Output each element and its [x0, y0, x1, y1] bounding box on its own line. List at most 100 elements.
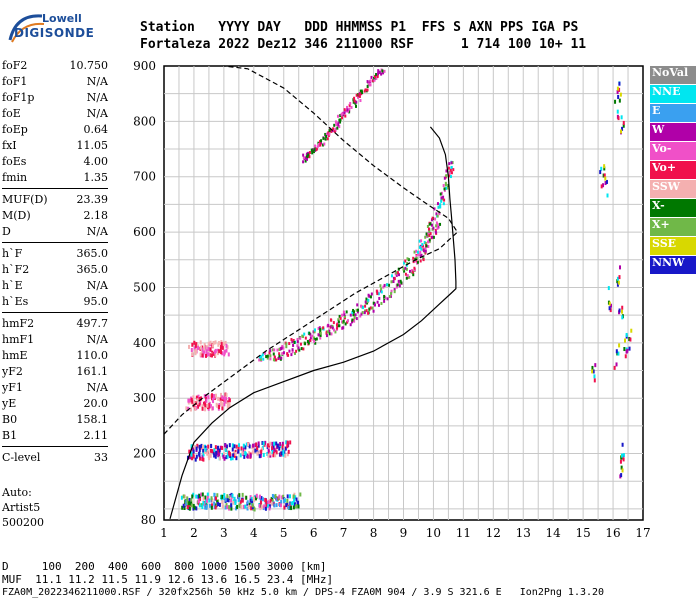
echo-point	[435, 212, 438, 216]
param-value: N/A	[86, 107, 108, 120]
echo-point	[200, 345, 203, 350]
echo-point	[407, 258, 410, 262]
echo-point	[213, 448, 216, 453]
echo-point	[269, 453, 272, 458]
echo-point	[211, 353, 214, 358]
echo-point	[210, 443, 213, 448]
echo-point	[383, 294, 386, 298]
legend-entry: Vo-	[650, 142, 696, 160]
noise-echo	[605, 179, 608, 184]
echo-point	[180, 495, 183, 500]
echo-point	[305, 152, 308, 156]
echo-point	[206, 403, 209, 408]
noise-echo	[599, 170, 602, 175]
echo-point	[216, 493, 219, 498]
echo-point	[313, 330, 316, 334]
echo-point	[417, 252, 420, 256]
noise-echo	[621, 453, 624, 458]
echo-point	[272, 445, 275, 450]
legend-entry: Vo+	[650, 161, 696, 179]
echo-point	[218, 402, 221, 407]
echo-point	[425, 244, 428, 248]
echo-point	[375, 73, 378, 77]
echo-point	[299, 342, 302, 346]
noise-echo	[620, 129, 623, 134]
echo-point	[424, 235, 427, 239]
echo-point	[294, 495, 297, 500]
echo-point	[369, 295, 372, 299]
model-profile-curve	[163, 65, 459, 435]
echo-point	[271, 441, 274, 446]
echo-point	[281, 495, 284, 500]
noise-echo	[628, 336, 631, 341]
echo-point	[204, 407, 207, 412]
legend-entry: NNW	[650, 256, 696, 274]
echo-point	[370, 75, 373, 79]
echo-point	[419, 250, 422, 254]
param-value: 497.7	[76, 317, 109, 330]
echo-point	[295, 497, 298, 502]
echo-point	[227, 352, 230, 357]
echo-point	[224, 443, 227, 448]
param-name: h`E	[2, 279, 23, 292]
param-group-critical-freq: foF2 10.750 foF1 N/A foF1p N/A foE N/A foEp 0.64 f…	[2, 58, 108, 186]
echo-point	[256, 451, 259, 456]
echo-point	[226, 405, 229, 410]
echo-point	[350, 105, 353, 109]
echo-point	[229, 495, 232, 500]
echo-point	[213, 395, 216, 400]
echo-point	[273, 355, 276, 359]
echo-point	[353, 319, 356, 323]
echo-point	[214, 445, 217, 450]
echo-point	[430, 218, 433, 222]
param-name: MUF(D)	[2, 193, 48, 206]
echo-point	[211, 449, 214, 454]
noise-echo	[600, 184, 603, 189]
noise-echo	[606, 193, 609, 198]
echo-point	[259, 355, 262, 359]
echo-point	[376, 74, 379, 78]
echo-point	[276, 348, 279, 352]
echo-point	[304, 336, 307, 340]
echo-point	[336, 126, 339, 130]
echo-point	[423, 240, 426, 244]
echo-point	[366, 80, 369, 84]
echo-point	[319, 143, 322, 147]
echo-point	[355, 93, 358, 97]
echo-point	[416, 260, 419, 264]
echo-point	[207, 454, 210, 459]
echo-point	[278, 352, 281, 356]
echo-point	[426, 224, 429, 228]
echo-point	[435, 224, 438, 228]
echo-point	[249, 498, 252, 503]
echo-point	[227, 498, 230, 503]
noise-echo	[614, 99, 617, 104]
echo-point	[383, 283, 386, 287]
echo-point	[213, 504, 216, 509]
echo-point	[406, 262, 409, 266]
echo-point	[332, 321, 335, 325]
echo-point	[271, 449, 274, 454]
noise-echo	[622, 123, 625, 128]
echo-point	[222, 452, 225, 457]
echo-point	[208, 404, 211, 409]
echo-point	[298, 348, 301, 352]
echo-point	[224, 396, 227, 401]
echo-point	[367, 311, 370, 315]
echo-point	[378, 70, 381, 74]
echo-point	[327, 131, 330, 135]
echo-point	[215, 496, 218, 501]
echo-point	[434, 230, 437, 234]
echo-point	[199, 340, 202, 345]
echo-point	[271, 445, 274, 450]
echo-point	[235, 444, 238, 449]
echo-point	[196, 443, 199, 448]
echo-point	[197, 494, 200, 499]
echo-point	[275, 441, 278, 446]
echo-point	[265, 502, 268, 507]
echo-point	[322, 136, 325, 140]
echo-point	[181, 505, 184, 510]
echo-point	[185, 502, 188, 507]
echo-point	[341, 112, 344, 116]
echo-point	[223, 396, 226, 401]
